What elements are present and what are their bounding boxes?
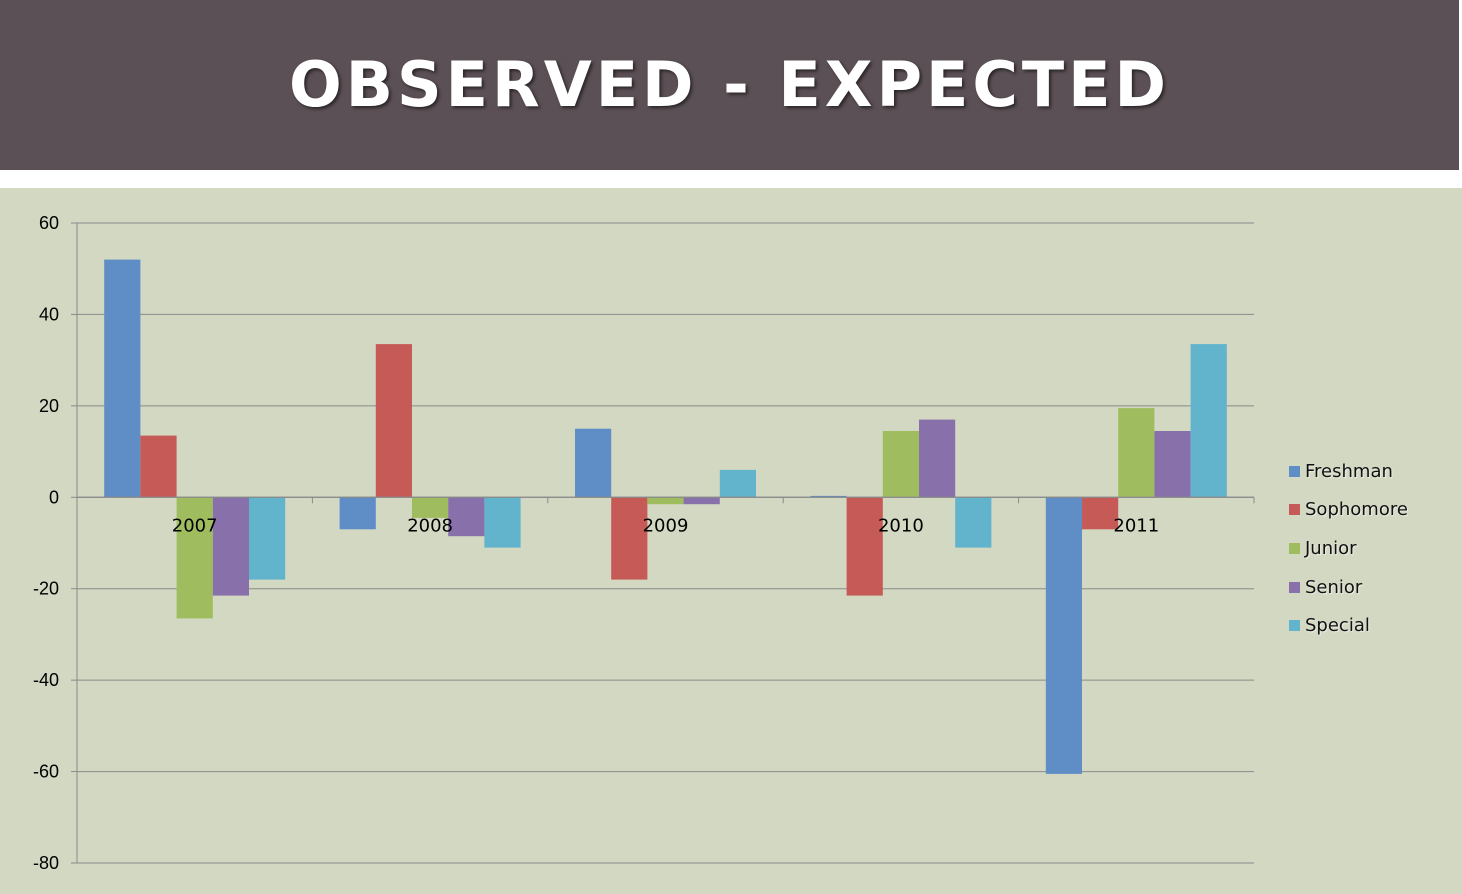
y-tick-label: 40 xyxy=(39,304,59,324)
legend-label: Special xyxy=(1305,615,1370,637)
bar-special-2007 xyxy=(249,497,286,580)
bar-junior-2008 xyxy=(412,497,449,518)
bar-senior-2010 xyxy=(919,419,956,498)
legend-item-special: Special xyxy=(1289,606,1408,645)
legend-swatch xyxy=(1289,581,1300,593)
legend-item-senior: Senior xyxy=(1289,568,1408,607)
bars xyxy=(104,259,1227,774)
legend-label: Sophomore xyxy=(1305,499,1408,521)
bar-freshman-2010 xyxy=(810,495,847,498)
y-tick-label: 60 xyxy=(39,213,59,233)
legend-label: Junior xyxy=(1305,537,1357,559)
y-tick-label: -20 xyxy=(33,579,59,599)
x-category-label: 2009 xyxy=(643,515,689,536)
legend-swatch xyxy=(1289,504,1300,516)
x-category-label: 2007 xyxy=(172,515,218,536)
bar-freshman-2008 xyxy=(339,497,376,530)
bar-sophomore-2007 xyxy=(140,435,177,498)
bar-sophomore-2011 xyxy=(1082,497,1119,530)
bar-senior-2008 xyxy=(448,497,485,537)
bar-junior-2010 xyxy=(882,431,919,498)
bar-junior-2011 xyxy=(1118,408,1155,498)
bar-special-2010 xyxy=(955,497,992,548)
y-tick-label: -60 xyxy=(33,762,59,782)
bar-special-2009 xyxy=(719,469,756,498)
legend-label: Senior xyxy=(1305,576,1363,598)
bar-freshman-2011 xyxy=(1045,497,1082,774)
legend-swatch xyxy=(1289,542,1300,554)
title-band: OBSERVED - EXPECTED xyxy=(0,0,1459,170)
chart-legend: Freshman Sophomore Junior Senior Special xyxy=(1289,452,1408,645)
legend-label: Freshman xyxy=(1305,460,1393,482)
bar-senior-2007 xyxy=(212,497,249,596)
axes xyxy=(71,222,1255,864)
y-tick-label: -80 xyxy=(33,853,59,873)
legend-swatch xyxy=(1289,620,1300,632)
legend-item-junior: Junior xyxy=(1289,529,1408,568)
bar-sophomore-2009 xyxy=(611,497,648,580)
x-category-label: 2010 xyxy=(878,515,924,536)
legend-item-sophomore: Sophomore xyxy=(1289,491,1408,530)
y-tick-label: 0 xyxy=(49,487,59,507)
y-tick-label: 20 xyxy=(39,396,59,416)
bar-sophomore-2010 xyxy=(846,497,883,596)
bar-special-2008 xyxy=(484,497,521,548)
bar-senior-2009 xyxy=(683,497,720,505)
bar-special-2011 xyxy=(1190,344,1227,498)
x-category-label: 2008 xyxy=(407,515,453,536)
x-category-label: 2011 xyxy=(1113,515,1159,536)
legend-item-freshman: Freshman xyxy=(1289,452,1408,491)
axis-labels: 60 40 20 0 -20 -40 -60 -80 2007 2008 2009 2010 2011 xyxy=(33,213,1159,873)
bar-freshman-2009 xyxy=(575,428,612,498)
bar-junior-2007 xyxy=(176,497,213,619)
y-tick-label: -40 xyxy=(33,670,59,690)
bar-junior-2009 xyxy=(647,497,684,505)
chart-panel: 60 40 20 0 -20 -40 -60 -80 2007 2008 2009 2010 2011 … xyxy=(0,188,1462,894)
bar-sophomore-2008 xyxy=(375,344,412,498)
slide-title: OBSERVED - EXPECTED xyxy=(289,48,1170,121)
bar-freshman-2007 xyxy=(104,259,141,498)
bar-chart: 60 40 20 0 -20 -40 -60 -80 2007 2008 2009 2010 2011 xyxy=(33,213,1255,873)
bar-senior-2011 xyxy=(1154,431,1191,498)
legend-swatch xyxy=(1289,465,1300,477)
